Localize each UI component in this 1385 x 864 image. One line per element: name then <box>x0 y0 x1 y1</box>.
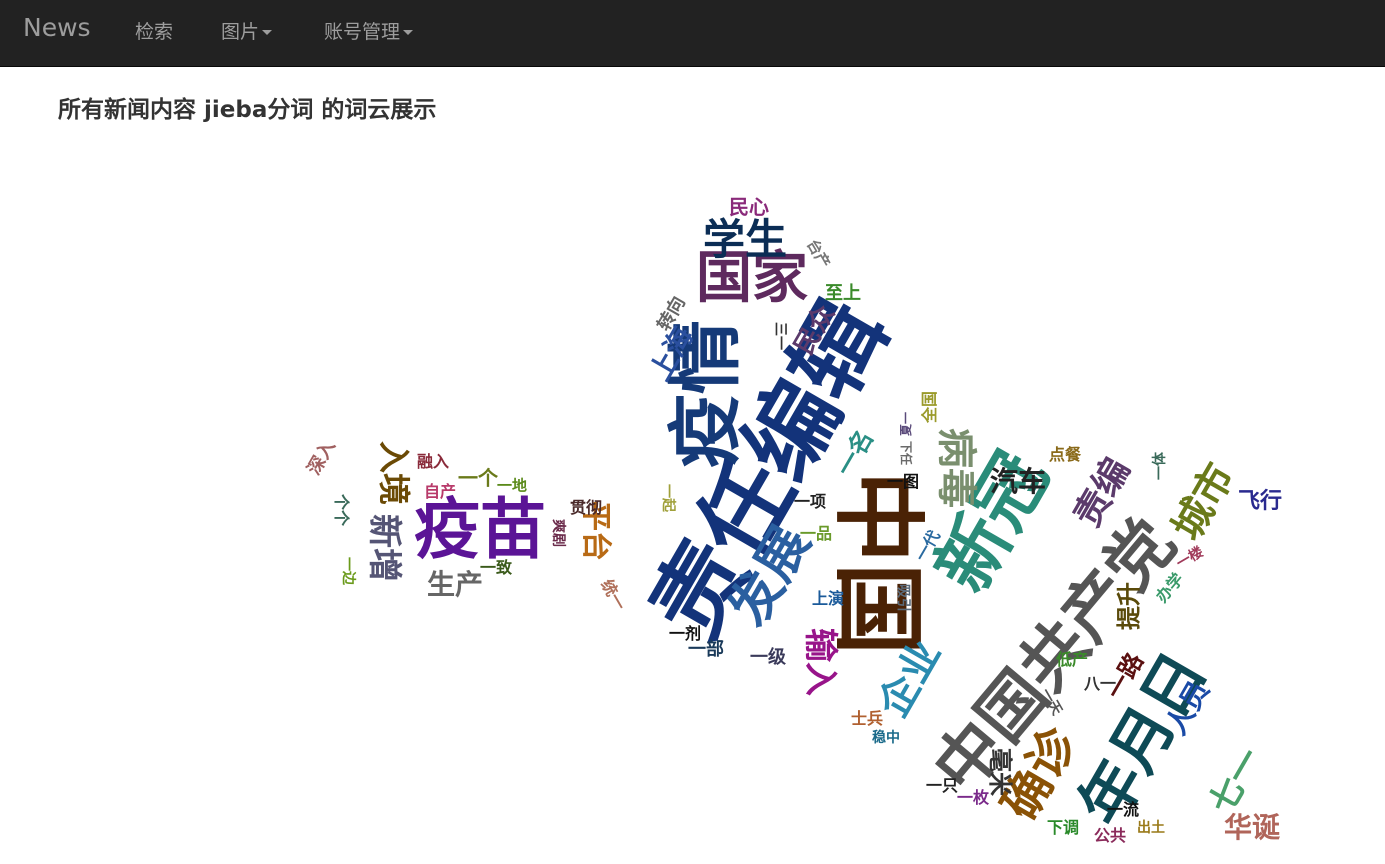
word-cloud-word: 低产 <box>1055 650 1089 669</box>
word-cloud-word: 贯彻 <box>569 498 603 517</box>
word-cloud-word: 自产 <box>423 482 457 501</box>
word-cloud-word: 病毒 <box>933 428 979 508</box>
word-cloud-word: 爽剧 <box>550 519 566 547</box>
word-cloud-word: 融入 <box>416 452 450 471</box>
word-cloud-word: 一边 <box>340 557 356 585</box>
word-cloud-word: 至上 <box>825 283 861 304</box>
word-cloud-word: 个个 <box>332 493 351 527</box>
nav-item-account-dropdown[interactable]: 账号管理 <box>324 17 414 44</box>
word-cloud-word: 八一 <box>1083 674 1117 693</box>
brand-link[interactable]: News <box>23 13 91 42</box>
word-cloud-word: 城市 <box>1164 455 1244 549</box>
word-cloud-word: 公共 <box>1093 826 1127 845</box>
word-cloud-word: 台产 <box>803 236 834 272</box>
word-cloud-word: 汽车 <box>989 465 1047 498</box>
word-cloud-word: 国家 <box>696 246 808 311</box>
caret-down-icon <box>262 30 273 35</box>
word-cloud-word: 深入 <box>303 436 340 479</box>
word-cloud-word: 吸引 <box>895 584 911 612</box>
word-cloud-word: 下调 <box>1046 818 1080 837</box>
word-cloud-word: 中国 <box>824 470 931 656</box>
word-cloud-word: 一起 <box>660 484 676 512</box>
word-cloud-word: 夏一 <box>899 411 913 437</box>
nav-item-label: 账号管理 <box>324 21 401 43</box>
word-cloud-word: 一部 <box>688 639 724 660</box>
word-cloud-word: 一致 <box>479 558 513 577</box>
nav-item-search[interactable]: 检索 <box>135 17 173 44</box>
word-cloud-word: 疫苗 <box>414 491 546 568</box>
word-cloud-word: 民心 <box>729 195 769 219</box>
caret-down-icon <box>403 30 414 35</box>
nav-item-label: 检索 <box>135 21 174 43</box>
word-cloud-word: 一流 <box>1106 800 1140 819</box>
word-cloud-word: 三一 <box>772 322 788 350</box>
word-cloud-word: 一剂 <box>668 624 702 643</box>
word-cloud-word: 一体 <box>1152 452 1168 480</box>
word-cloud-word: 学生 <box>702 215 788 264</box>
word-cloud-word: 入境 <box>375 440 413 506</box>
word-cloud-word: 飞行 <box>1237 489 1283 514</box>
word-cloud-word: 一级 <box>750 647 786 668</box>
nav-item-label: 图片 <box>221 21 260 43</box>
word-cloud-word: 输入 <box>800 628 840 696</box>
nav-item-images-dropdown[interactable]: 图片 <box>221 17 273 44</box>
word-cloud-word: 全国 <box>920 390 939 424</box>
word-cloud-word: 一枚 <box>956 788 990 807</box>
page-title: 所有新闻内容 jieba分词 的词云展示 <box>58 97 437 123</box>
word-cloud-word: 一地 <box>496 476 528 495</box>
word-cloud-word: 点餐 <box>1048 445 1082 464</box>
word-cloud-image: 责任编辑 中国 疫情 疫苗 新冠 中国共产党 年月日 国家 发展 病毒 学生 确诊 企业 城市 责编 新增 输入… <box>0 68 1385 864</box>
word-cloud-word: 下任 <box>899 440 913 466</box>
word-cloud-word: 出土 <box>1137 820 1165 836</box>
word-cloud-word: 上演 <box>811 589 845 608</box>
word-cloud-word: 统一 <box>597 576 630 614</box>
word-cloud-word: 一图 <box>886 472 920 491</box>
word-cloud-word: 一品 <box>799 524 833 543</box>
word-cloud-word: 提升 <box>1115 582 1143 630</box>
word-cloud-word: 新增 <box>364 514 404 582</box>
word-cloud-word: 士兵 <box>850 709 884 728</box>
top-navbar: News 检索 图片 账号管理 <box>0 0 1385 67</box>
word-cloud-word: 一个 <box>458 466 498 490</box>
word-cloud-word: 七一 <box>1201 741 1271 821</box>
word-cloud-word: 稳中 <box>872 730 900 746</box>
word-cloud-word: 一只 <box>925 776 959 795</box>
word-cloud-word: 生产 <box>426 568 484 601</box>
word-cloud-word: 一项 <box>793 492 827 511</box>
word-cloud-word: 华诞 <box>1223 811 1281 844</box>
word-cloud-word: 毫米 <box>986 748 1014 796</box>
